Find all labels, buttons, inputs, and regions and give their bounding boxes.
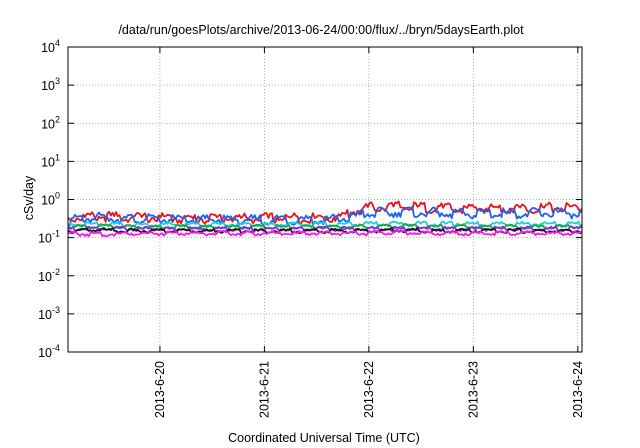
- axes: 10-4 10-3 10-2 10-1 100 101 102 103 104 2013-6-20…: [38, 38, 585, 418]
- y-tick-label: 10-3: [38, 305, 60, 322]
- series-group: [67, 200, 583, 238]
- y-tick-label: 100: [41, 191, 60, 208]
- x-tick-label: 2013-6-21: [257, 361, 271, 418]
- y-tick-label: 104: [41, 38, 60, 55]
- series-line: [67, 200, 583, 225]
- series-line: [67, 225, 583, 233]
- x-tick-label: 2013-6-24: [571, 361, 585, 418]
- x-axis-label: Coordinated Universal Time (UTC): [228, 431, 420, 445]
- y-tick-label: 102: [41, 114, 60, 131]
- y-tick-label: 10-2: [38, 267, 60, 284]
- plot-frame: [67, 46, 583, 353]
- x-tick-label: 2013-6-20: [153, 361, 167, 418]
- chart-title: /data/run/goesPlots/archive/2013-06-24/0…: [118, 23, 524, 37]
- y-tick-label: 10-4: [38, 343, 60, 360]
- grid-lines: [68, 46, 582, 353]
- y-tick-label: 103: [41, 76, 60, 93]
- y-tick-label: 101: [41, 152, 60, 169]
- y-tick-label: 10-1: [38, 229, 60, 246]
- series-line: [67, 229, 583, 238]
- x-tick-label: 2013-6-23: [466, 361, 480, 418]
- y-axis-label: cSv/day: [22, 175, 36, 220]
- x-tick-label: 2013-6-22: [362, 361, 376, 418]
- series-line: [67, 205, 583, 227]
